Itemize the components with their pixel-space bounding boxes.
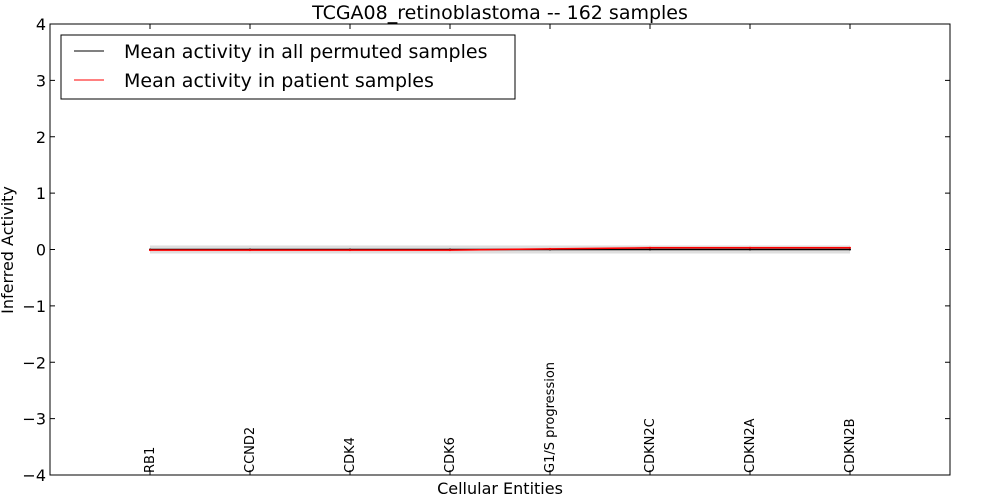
series-point (649, 246, 651, 249)
y-tick-label: −2 (22, 353, 46, 372)
y-axis-label: Inferred Activity (0, 186, 17, 314)
series-point (749, 248, 751, 251)
x-category-label: RB1 (143, 447, 158, 473)
legend-label-permuted: Mean activity in all permuted samples (124, 41, 487, 63)
series-point (549, 247, 551, 250)
x-axis-ticks: RB1 CCND2 CDK4 CDK6 G1/S progression CDKN2C CD… (143, 24, 858, 475)
y-tick-label: 3 (36, 71, 46, 90)
series-point (149, 249, 151, 252)
y-tick-label: 0 (36, 241, 46, 260)
series-line (150, 247, 850, 251)
chart-title: TCGA08_retinoblastoma -- 162 samples (311, 2, 688, 24)
series-point (849, 248, 851, 251)
y-tick-label: −3 (22, 410, 46, 429)
y-tick-label: 2 (36, 128, 46, 147)
legend-box (60, 34, 516, 100)
x-category-label: CCND2 (243, 427, 258, 473)
series-point (849, 246, 851, 249)
series-point (349, 249, 351, 252)
y-tick-label: 1 (36, 184, 46, 203)
legend-label-patient: Mean activity in patient samples (124, 70, 434, 92)
y-tick-label: 4 (36, 15, 46, 34)
series-point (449, 249, 451, 252)
x-category-label: G1/S progression (543, 362, 558, 473)
x-category-label: CDKN2A (743, 418, 758, 473)
series-lines (149, 246, 851, 252)
x-category-label: CDKN2C (643, 418, 658, 473)
y-tick-label: −1 (22, 297, 46, 316)
y-tick-label: −4 (22, 466, 46, 485)
series-point (749, 246, 751, 249)
legend: Mean activity in all permuted samples Me… (60, 34, 516, 100)
x-category-label: CDK4 (343, 437, 358, 473)
x-category-label: CDKN2B (843, 418, 858, 473)
x-category-label: CDK6 (443, 437, 458, 473)
x-axis-label: Cellular Entities (437, 479, 563, 498)
series-point (649, 248, 651, 251)
y-axis-ticks: −4 −3 −2 −1 0 1 2 3 4 (22, 15, 950, 485)
series-point (249, 249, 251, 252)
